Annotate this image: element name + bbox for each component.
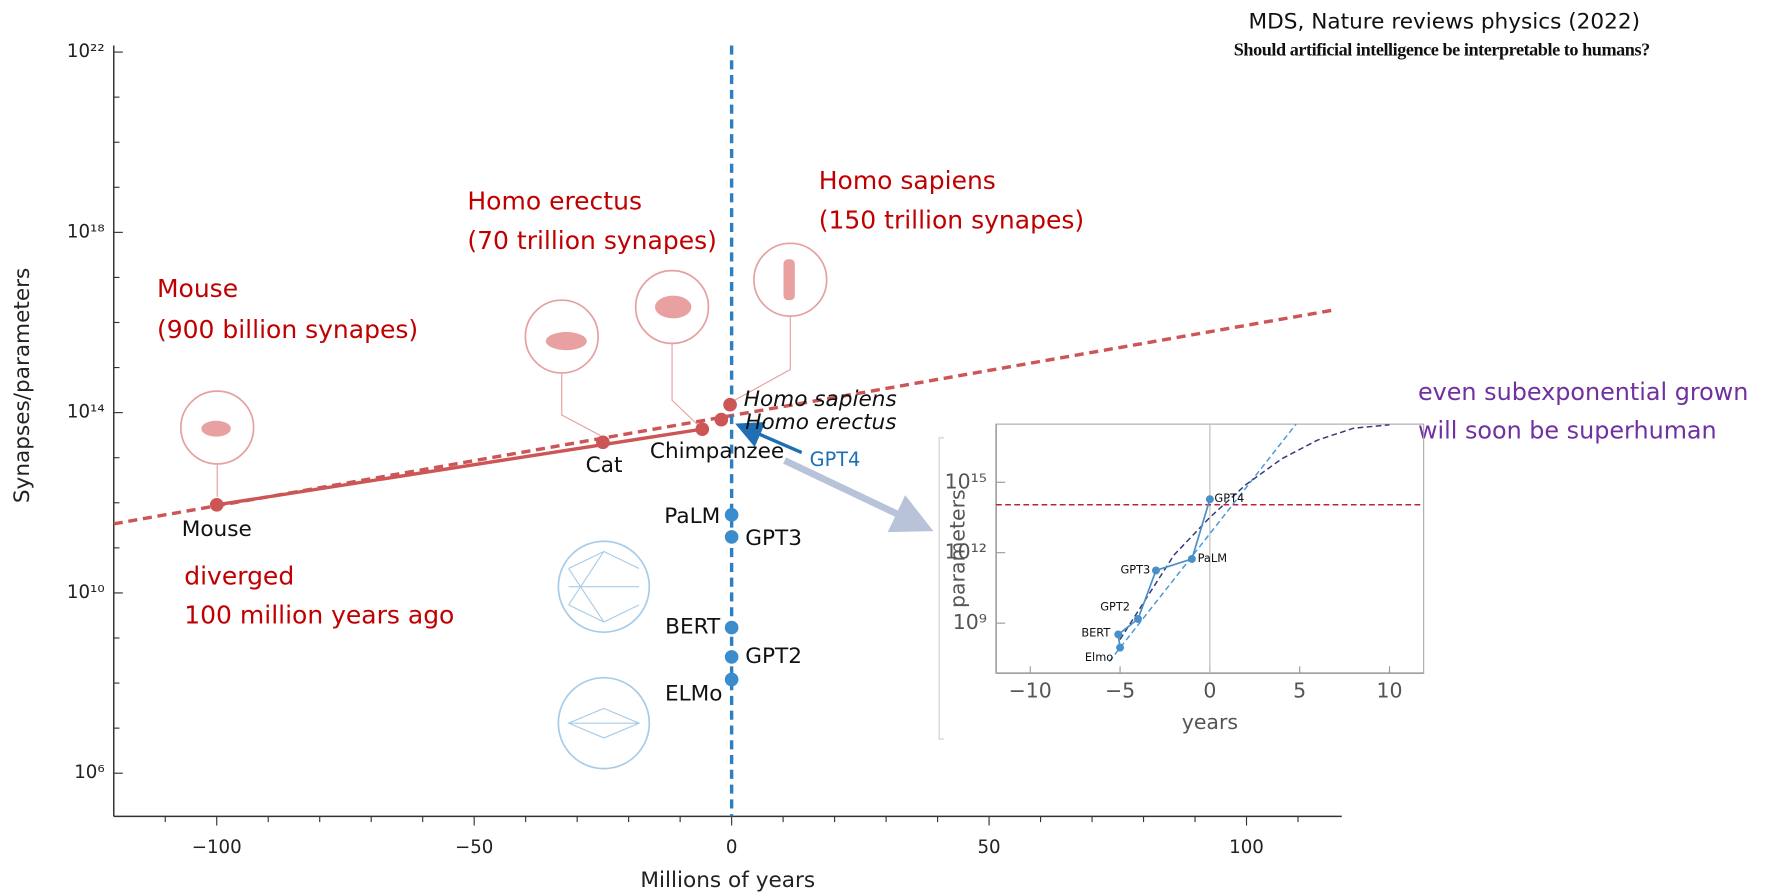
point-label: GPT2	[1100, 600, 1130, 614]
point-label: PaLM	[664, 504, 720, 529]
x-tick-label: 10	[1376, 678, 1402, 702]
annotation: (150 trillion synapes)	[819, 206, 1084, 235]
point-label: Homo sapiens	[744, 387, 897, 412]
point-label: PaLM	[1198, 551, 1227, 565]
annotation: GPT4	[810, 448, 861, 471]
data-point	[1116, 644, 1124, 652]
citation: MDS, Nature reviews physics (2022)	[1249, 10, 1641, 35]
y-tick-label: 10¹⁰	[67, 582, 105, 603]
x-tick-label: −10	[1009, 678, 1052, 702]
annotation: Homo erectus	[467, 186, 642, 215]
data-point	[1188, 555, 1196, 563]
x-tick-label: 5	[1293, 678, 1306, 702]
y-axis-label: Synapses/parameters	[10, 268, 35, 503]
y-tick-label: 10⁶	[74, 762, 104, 783]
annotation: Mouse	[157, 274, 238, 303]
annotation: (900 billion synapes)	[157, 315, 418, 344]
point-label: GPT3	[745, 526, 802, 551]
y-tick-label: 10¹⁴	[67, 402, 105, 423]
annotation: 100 million years ago	[184, 600, 454, 629]
data-point	[210, 498, 224, 512]
y-axis-label: parameters	[946, 489, 970, 608]
y-tick-label: 10¹⁸	[67, 221, 105, 242]
x-tick-label: 50	[977, 837, 1000, 858]
point-label: GPT3	[1120, 562, 1150, 576]
data-point	[695, 422, 709, 436]
annotation: (70 trillion synapes)	[467, 226, 716, 255]
data-point	[1134, 615, 1142, 623]
point-label: Mouse	[182, 517, 252, 542]
data-point	[725, 530, 739, 544]
paper-title-box: Should artificial intelligence be interp…	[1234, 41, 1734, 98]
data-point	[1114, 630, 1122, 638]
x-axis-label: Millions of years	[640, 868, 815, 893]
x-tick-label: 0	[1203, 678, 1216, 702]
page: MDS, Nature reviews physics (2022) Shoul…	[0, 0, 1783, 896]
annotation: diverged	[184, 562, 294, 591]
point-label: Homo erectus	[745, 410, 896, 435]
data-point	[725, 673, 739, 687]
y-tick-label: 10²²	[67, 41, 105, 62]
annotation: even subexponential grown	[1418, 378, 1748, 406]
point-label: Elmo	[1085, 650, 1113, 664]
x-axis-label: years	[1182, 710, 1238, 734]
data-point	[715, 413, 729, 427]
point-label: ELMo	[665, 681, 723, 706]
data-point	[725, 650, 739, 664]
annotation: will soon be superhuman	[1418, 417, 1717, 445]
point-label: Cat	[586, 453, 623, 478]
x-tick-label: −50	[455, 837, 493, 858]
point-label: BERT	[665, 615, 721, 640]
x-tick-label: −100	[192, 837, 242, 858]
x-tick-label: −5	[1105, 678, 1135, 702]
data-point	[1152, 566, 1160, 574]
data-point	[596, 435, 610, 449]
point-label: GPT4	[1214, 491, 1244, 505]
point-label: BERT	[1081, 625, 1110, 639]
data-point	[725, 621, 739, 635]
data-point	[723, 398, 737, 412]
y-tick-label: 10⁹	[953, 610, 987, 634]
chart: MDS, Nature reviews physics (2022) Shoul…	[0, 0, 1783, 896]
data-point	[725, 508, 739, 522]
annotation: Homo sapiens	[819, 166, 996, 195]
data-point	[1206, 495, 1214, 503]
point-label: GPT2	[745, 644, 802, 669]
paper-title: Should artificial intelligence be interp…	[1234, 41, 1734, 61]
x-tick-label: 0	[726, 837, 738, 858]
trend-line	[1109, 424, 1296, 661]
trend-line	[1120, 425, 1389, 640]
x-tick-label: 100	[1229, 837, 1264, 858]
point-label: Chimpanzee	[650, 439, 784, 464]
